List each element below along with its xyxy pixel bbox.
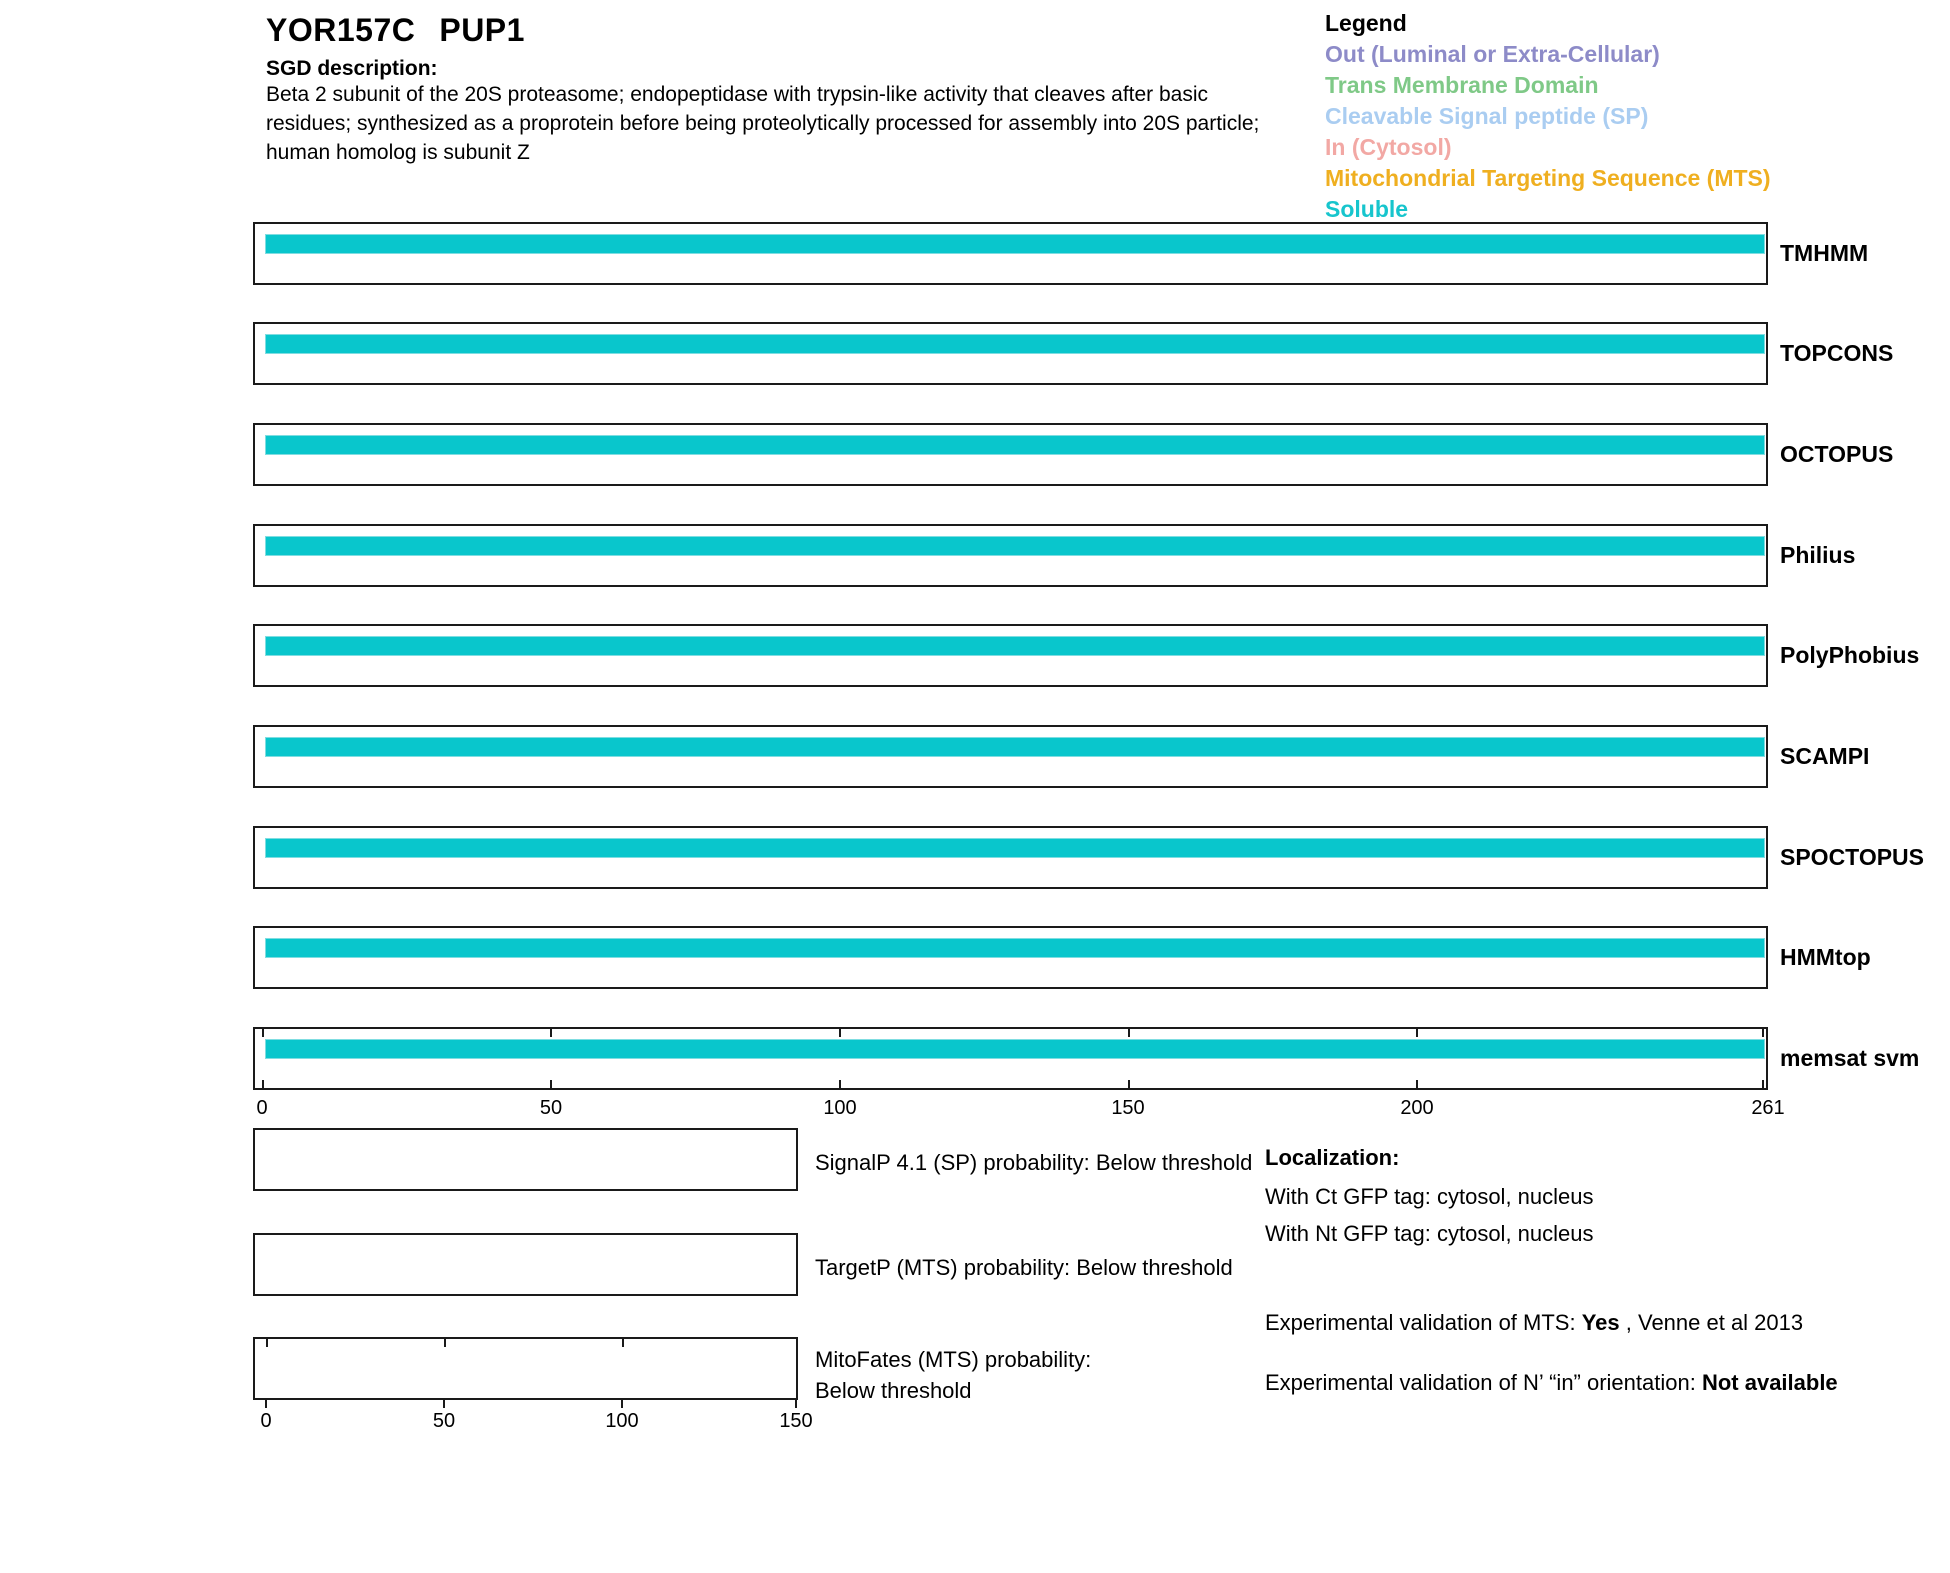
axis-tick	[443, 1400, 445, 1408]
localization-nt-line: With Nt GFP tag: cytosol, nucleus	[1265, 1221, 1594, 1246]
targetp-plot-box	[253, 1233, 798, 1296]
track-label-octopus: OCTOPUS	[1780, 441, 1894, 467]
x-axis-tick-label: 200	[1400, 1097, 1434, 1119]
axis-tick	[266, 1339, 268, 1347]
track-label-philius: Philius	[1780, 542, 1856, 568]
sgd-description-text: Beta 2 subunit of the 20S proteasome; en…	[266, 83, 1260, 164]
track-box-tmhmm	[253, 222, 1768, 285]
soluble-bar	[265, 536, 1765, 556]
soluble-bar	[265, 737, 1765, 757]
soluble-bar	[265, 234, 1765, 254]
mitofates-caption: MitoFates (MTS) probability: Below thres…	[815, 1347, 1092, 1403]
x-axis-tick-label: 0	[256, 1097, 268, 1119]
orientation-validation-line: Experimental validation of N’ “in” orien…	[1265, 1366, 1840, 1399]
x-axis-tick-label: 50	[539, 1097, 563, 1119]
track-box-hmmtop	[253, 926, 1768, 989]
legend-item-sp: Cleavable Signal peptide (SP)	[1325, 103, 1649, 129]
track-label-memsat-svm: memsat svm	[1780, 1045, 1920, 1071]
track-box-memsat-svm	[253, 1027, 1768, 1090]
targetp-caption: TargetP (MTS) probability: Below thresho…	[815, 1255, 1233, 1280]
legend-title: Legend	[1325, 10, 1407, 36]
soluble-bar	[265, 938, 1765, 958]
axis-tick	[1416, 1029, 1418, 1037]
mts-validation-prefix: Experimental validation of MTS:	[1265, 1310, 1582, 1335]
page-title: YOR157C PUP1	[266, 12, 525, 49]
soluble-bar	[265, 435, 1765, 455]
track-label-scampi: SCAMPI	[1780, 743, 1870, 769]
legend: Legend Out (Luminal or Extra-Cellular) T…	[1325, 8, 1771, 225]
legend-item-soluble: Soluble	[1325, 196, 1409, 222]
axis-tick	[622, 1339, 624, 1347]
axis-tick	[262, 1080, 264, 1088]
mitofates-plot-box	[253, 1337, 798, 1400]
localization-ct-line: With Ct GFP tag: cytosol, nucleus	[1265, 1184, 1594, 1209]
prob-x-axis-tick-label: 0	[260, 1410, 272, 1432]
track-label-spoctopus: SPOCTOPUS	[1780, 844, 1924, 870]
axis-tick	[550, 1029, 552, 1037]
axis-tick	[1128, 1029, 1130, 1037]
axis-tick	[262, 1029, 264, 1037]
gene-name: PUP1	[439, 12, 525, 48]
mts-validation-line: Experimental validation of MTS: Yes , Ve…	[1265, 1310, 1915, 1336]
legend-item-out: Out (Luminal or Extra-Cellular)	[1325, 41, 1660, 67]
mts-validation-suffix: , Venne et al 2013	[1619, 1310, 1804, 1335]
orientation-validation-value: Not available	[1701, 1370, 1838, 1395]
soluble-bar	[265, 1039, 1765, 1059]
x-axis-tick-label: 150	[1111, 1097, 1145, 1119]
orientation-validation-prefix: Experimental validation of N’ “in” orien…	[1265, 1370, 1702, 1395]
track-box-polyphobius	[253, 624, 1768, 687]
x-axis-tick-label: 261	[1751, 1097, 1785, 1119]
axis-tick	[1128, 1080, 1130, 1088]
legend-item-in: In (Cytosol)	[1325, 134, 1452, 160]
prob-x-axis-tick-label: 50	[432, 1410, 456, 1432]
prob-x-axis-tick-label: 150	[779, 1410, 813, 1432]
axis-tick	[795, 1400, 797, 1408]
orf-name: YOR157C	[266, 12, 416, 48]
track-box-spoctopus	[253, 826, 1768, 889]
soluble-bar	[265, 838, 1765, 858]
track-box-philius	[253, 524, 1768, 587]
mts-validation-value: Yes	[1581, 1310, 1620, 1335]
legend-item-tmd: Trans Membrane Domain	[1325, 72, 1599, 98]
track-label-tmhmm: TMHMM	[1780, 240, 1869, 266]
signalp-caption: SignalP 4.1 (SP) probability: Below thre…	[815, 1150, 1253, 1175]
axis-tick	[1762, 1080, 1764, 1088]
track-box-topcons	[253, 322, 1768, 385]
axis-tick	[444, 1339, 446, 1347]
axis-tick	[550, 1080, 552, 1088]
track-label-hmmtop: HMMtop	[1780, 944, 1871, 970]
axis-tick	[265, 1400, 267, 1408]
axis-tick	[839, 1029, 841, 1037]
legend-item-mts: Mitochondrial Targeting Sequence (MTS)	[1325, 165, 1771, 191]
soluble-bar	[265, 334, 1765, 354]
signalp-plot-box	[253, 1128, 798, 1191]
prob-x-axis-tick-label: 100	[605, 1410, 639, 1432]
axis-tick	[839, 1080, 841, 1088]
track-label-topcons: TOPCONS	[1780, 340, 1894, 366]
track-box-octopus	[253, 423, 1768, 486]
sgd-description-label: SGD description:	[266, 57, 438, 80]
track-box-scampi	[253, 725, 1768, 788]
localization-title: Localization:	[1265, 1145, 1400, 1170]
axis-tick	[621, 1400, 623, 1408]
axis-tick	[1416, 1080, 1418, 1088]
axis-tick	[1762, 1029, 1764, 1037]
track-label-polyphobius: PolyPhobius	[1780, 642, 1920, 668]
soluble-bar	[265, 636, 1765, 656]
x-axis-tick-label: 100	[823, 1097, 857, 1119]
